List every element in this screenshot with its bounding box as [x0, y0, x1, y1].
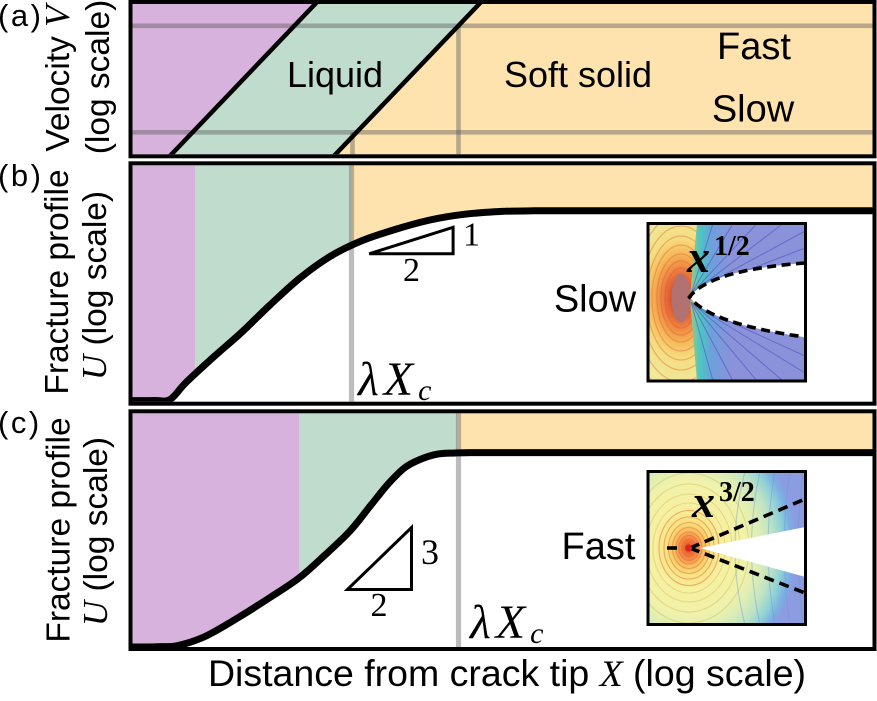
svg-text:Slow: Slow — [554, 279, 637, 321]
svg-text:2: 2 — [403, 252, 420, 289]
svg-text:Velocity V: Velocity V — [38, 2, 77, 152]
svg-text:1: 1 — [463, 217, 480, 254]
svg-text:(log scale): (log scale) — [80, 0, 117, 154]
svg-text:Slow: Slow — [712, 89, 795, 131]
svg-text:Soft solid: Soft solid — [504, 54, 652, 95]
svg-text:Fracture profile: Fracture profile — [41, 417, 78, 642]
svg-text:(c): (c) — [0, 405, 42, 440]
svg-text:Distance from crack tip X (log: Distance from crack tip X (log scale) — [208, 652, 806, 695]
svg-text:x: x — [691, 476, 715, 527]
svg-text:Fast: Fast — [562, 526, 636, 568]
svg-text:2: 2 — [371, 587, 388, 624]
svg-text:U (log scale): U (log scale) — [75, 191, 114, 380]
svg-text:Fracture profile: Fracture profile — [39, 169, 76, 394]
svg-text:1/2: 1/2 — [714, 231, 750, 262]
svg-text:U (log scale): U (log scale) — [76, 437, 115, 626]
svg-text:(b): (b) — [0, 158, 43, 193]
svg-text:Liquid: Liquid — [287, 54, 383, 95]
svg-text:Fast: Fast — [717, 26, 791, 68]
svg-text:3: 3 — [421, 532, 439, 572]
svg-text:(a): (a) — [0, 0, 43, 33]
svg-text:x: x — [686, 231, 710, 282]
svg-text:3/2: 3/2 — [719, 477, 755, 508]
